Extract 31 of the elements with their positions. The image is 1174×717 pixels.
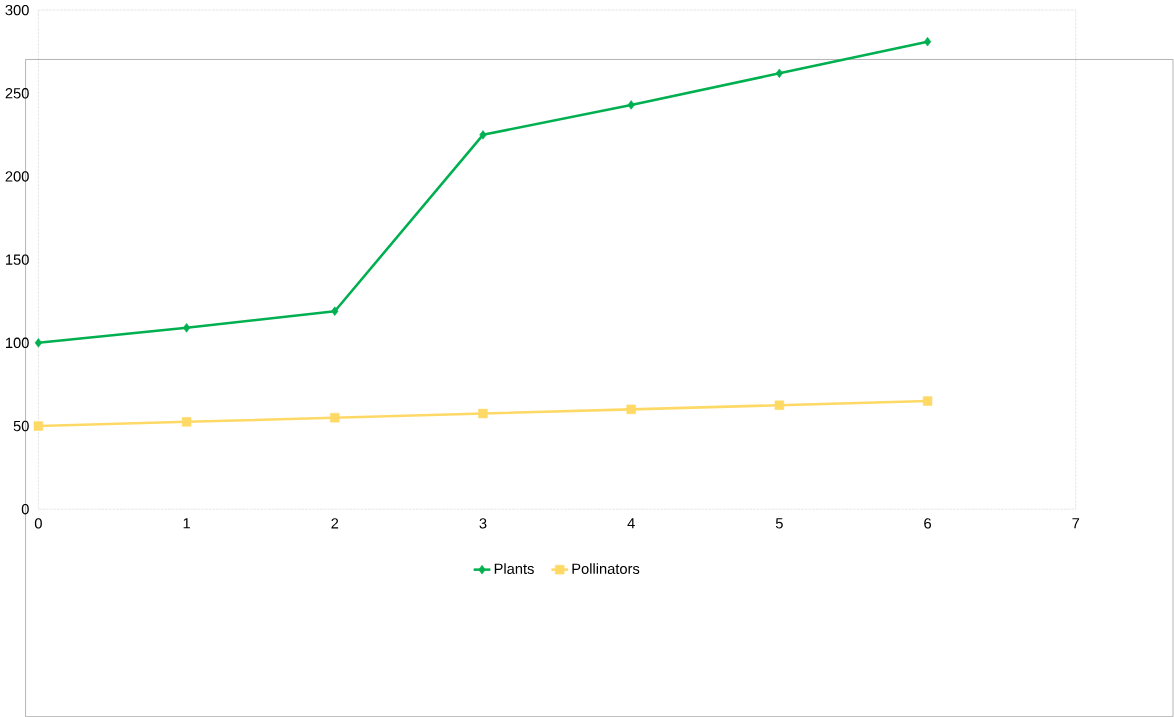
point [331,306,339,316]
y-tick-label: 150 [6,254,29,265]
point [478,408,488,419]
x-tick-label: 2 [331,518,339,529]
y-tick-label: 250 [5,87,29,99]
point [923,36,932,47]
point [330,412,340,423]
y-tick-label: 300 [5,4,29,16]
point [627,100,635,110]
y-tick-label: 50 [13,420,29,432]
x-tick-label: 0 [34,518,42,529]
x-tick-label: 6 [924,518,932,529]
point [775,68,783,78]
point [34,338,42,348]
point [479,130,487,140]
x-tick-label: 4 [627,518,635,529]
point [181,417,192,427]
legend-label: Plants [494,563,534,574]
x-tick-label: 5 [775,518,783,529]
point [33,421,44,431]
y-tick-label: 100 [6,337,29,348]
point [626,404,636,414]
point [182,323,191,333]
point [774,400,785,410]
y-tick-label: 200 [5,171,29,182]
y-tick-label: 0 [21,503,29,515]
point [922,396,933,406]
x-tick-label: 7 [1072,518,1080,529]
legend-label: Pollinators [572,563,640,574]
x-tick-label: 3 [479,518,487,529]
x-tick-label: 1 [183,518,190,529]
